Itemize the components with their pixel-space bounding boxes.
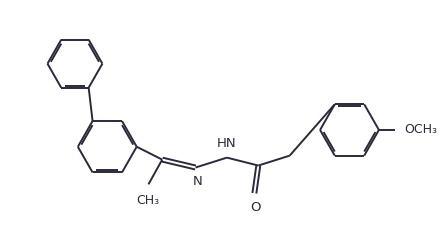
Text: HN: HN — [217, 137, 237, 150]
Text: N: N — [193, 176, 202, 188]
Text: O: O — [250, 201, 260, 214]
Text: OCH₃: OCH₃ — [405, 124, 438, 136]
Text: CH₃: CH₃ — [136, 194, 159, 207]
